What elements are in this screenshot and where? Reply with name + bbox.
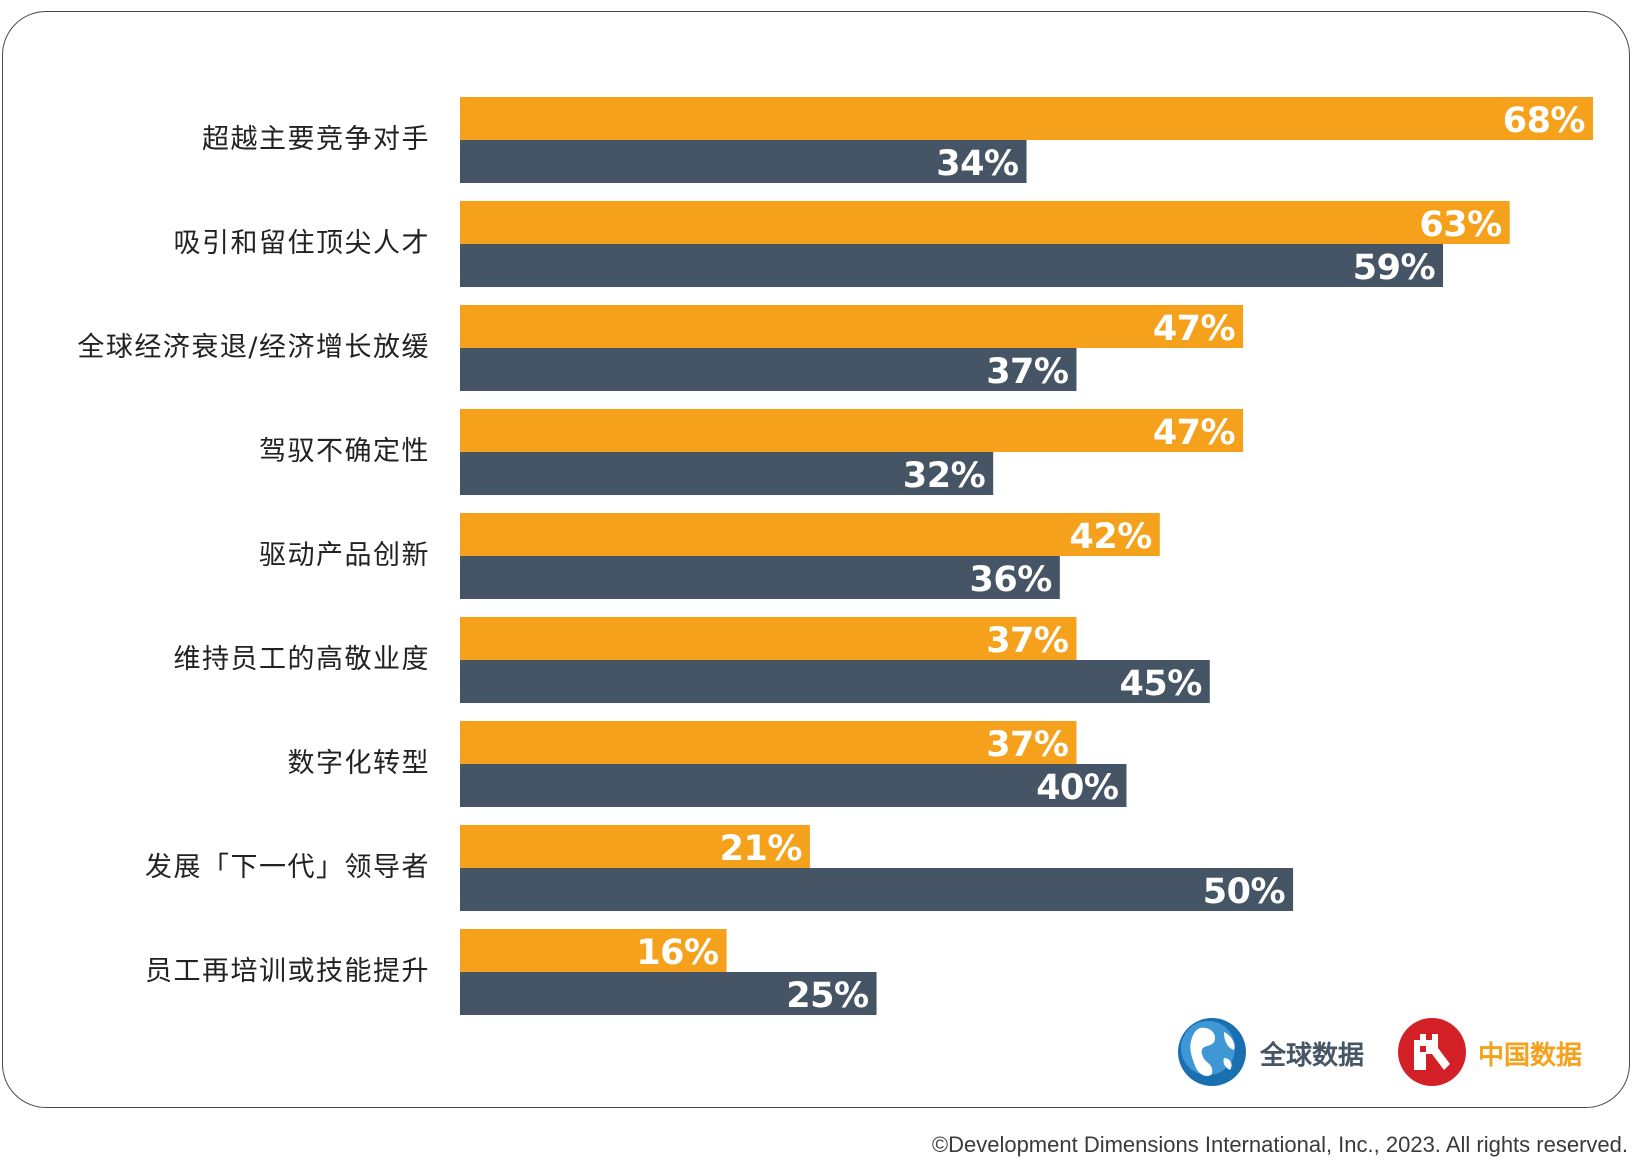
- legend-global-label: 全球数据: [1259, 1040, 1364, 1071]
- value-label: 40%: [1036, 768, 1118, 808]
- value-label: 42%: [1070, 517, 1152, 557]
- category-label: 超越主要竞争对手: [202, 124, 430, 155]
- value-label: 45%: [1119, 664, 1201, 704]
- value-label: 25%: [786, 976, 868, 1016]
- bar-global: [460, 244, 1444, 287]
- value-label: 63%: [1419, 205, 1501, 245]
- category-label: 数字化转型: [288, 748, 431, 779]
- great-wall-icon: [1398, 1018, 1466, 1086]
- value-label: 37%: [986, 725, 1068, 765]
- bar-global: [460, 660, 1210, 703]
- bar-china: [460, 97, 1593, 140]
- value-label: 68%: [1503, 101, 1585, 141]
- category-label: 全球经济衰退/经济增长放缓: [77, 332, 430, 363]
- value-label: 59%: [1353, 248, 1435, 288]
- value-label: 36%: [970, 560, 1052, 600]
- copyright-notice: ©Development Dimensions International, I…: [931, 1132, 1628, 1157]
- value-label: 16%: [636, 933, 718, 973]
- bar-global: [460, 140, 1027, 183]
- value-label: 37%: [986, 621, 1068, 661]
- value-label: 50%: [1203, 872, 1285, 912]
- legend-china: 中国数据: [1398, 1018, 1582, 1086]
- bar-global: [460, 868, 1294, 911]
- bar-china: [460, 409, 1244, 452]
- bar-global: [460, 972, 877, 1015]
- category-label: 维持员工的高敬业度: [174, 644, 431, 675]
- value-label: 32%: [903, 456, 985, 496]
- legend-china-label: 中国数据: [1478, 1041, 1582, 1071]
- value-label: 47%: [1153, 309, 1235, 349]
- bar-china: [460, 929, 727, 972]
- bar-china: [460, 825, 810, 868]
- value-label: 47%: [1153, 413, 1235, 453]
- globe-icon: [1178, 1018, 1246, 1086]
- legend-global: 全球数据: [1178, 1018, 1364, 1086]
- bar-global: [460, 764, 1127, 807]
- bar-china: [460, 201, 1510, 244]
- category-label: 驾驭不确定性: [259, 436, 430, 467]
- bar-global: [460, 348, 1077, 391]
- value-label: 37%: [986, 352, 1068, 392]
- bar-china: [460, 513, 1160, 556]
- value-label: 21%: [720, 829, 802, 869]
- category-label: 发展「下一代」领导者: [145, 852, 430, 883]
- category-label: 驱动产品创新: [259, 540, 430, 571]
- category-labels-group: 超越主要竞争对手吸引和留住顶尖人才全球经济衰退/经济增长放缓驾驭不确定性驱动产品…: [77, 124, 431, 987]
- value-label: 34%: [936, 144, 1018, 184]
- bar-china: [460, 721, 1077, 764]
- bars-group: 68%34%63%59%47%37%47%32%42%36%37%45%37%4…: [460, 97, 1593, 1016]
- chart-frame: [2, 11, 1630, 1108]
- bar-global: [460, 452, 994, 495]
- category-label: 员工再培训或技能提升: [145, 956, 430, 987]
- category-label: 吸引和留住顶尖人才: [174, 228, 431, 259]
- bar-global: [460, 556, 1060, 599]
- bar-china: [460, 305, 1244, 348]
- bar-china: [460, 617, 1077, 660]
